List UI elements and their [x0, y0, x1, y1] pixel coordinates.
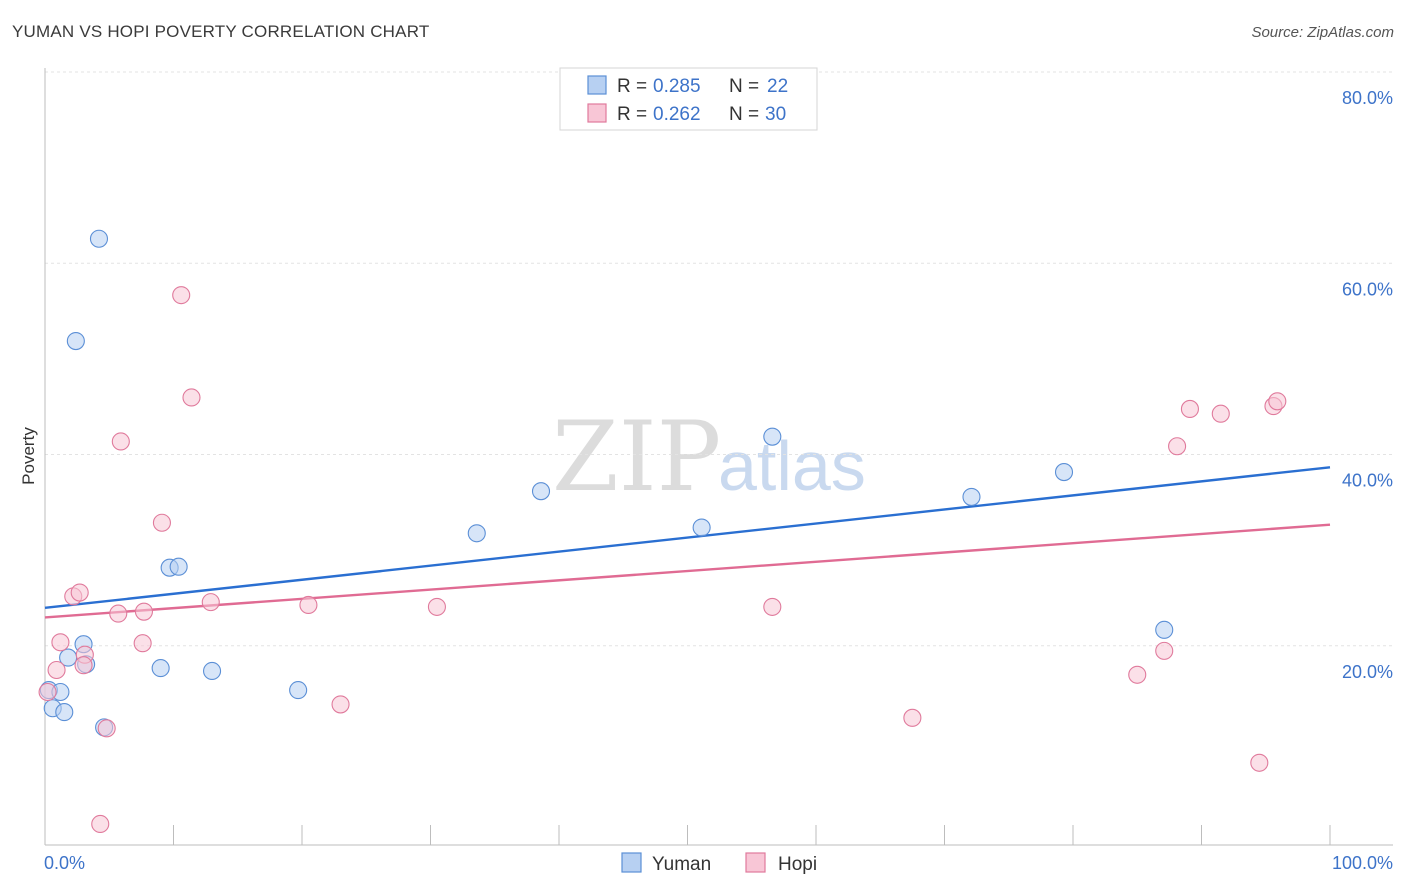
point-yuman — [289, 681, 308, 700]
point-hopi — [1128, 665, 1147, 684]
point-yuman — [169, 557, 188, 576]
point-hopi — [91, 814, 110, 834]
y-axis-label: Poverty — [19, 427, 38, 485]
point-hopi — [1180, 399, 1199, 419]
y-tick-label-80: 80.0% — [1342, 88, 1393, 108]
y-tick-label-20: 20.0% — [1342, 662, 1393, 682]
point-hopi — [133, 634, 152, 653]
point-hopi — [172, 286, 191, 305]
point-yuman — [55, 703, 74, 722]
point-yuman — [151, 659, 170, 678]
legend-swatch-hopi — [587, 103, 607, 123]
legend-r-label-yuman: R = — [617, 76, 647, 97]
point-hopi — [1250, 753, 1269, 772]
y-tick-labels: 20.0% 40.0% 60.0% 80.0% — [1342, 88, 1393, 682]
point-hopi — [111, 432, 130, 451]
chart-title: YUMAN VS HOPI POVERTY CORRELATION CHART — [12, 22, 430, 41]
point-hopi — [1211, 404, 1230, 423]
legend-n-value-hopi: 30 — [765, 104, 786, 125]
point-hopi — [70, 583, 89, 602]
y-tick-label-40: 40.0% — [1342, 471, 1393, 491]
legend-box: R = 0.285 N = 22 R = 0.262 N = 30 — [559, 67, 818, 131]
legend-swatch-yuman — [587, 75, 607, 95]
watermark-zip: ZIP — [552, 401, 721, 513]
bottom-legend-label-hopi: Hopi — [778, 854, 817, 875]
point-hopi — [182, 388, 201, 407]
trend-lines — [44, 466, 1331, 619]
bottom-legend: Yuman Hopi — [621, 852, 817, 875]
point-yuman — [203, 661, 222, 681]
legend-r-value-yuman: 0.285 — [653, 76, 701, 97]
point-yuman — [66, 332, 85, 351]
point-hopi — [427, 597, 446, 616]
point-yuman — [962, 487, 981, 506]
gridlines — [45, 71, 1393, 647]
watermark-atlas: atlas — [718, 427, 866, 505]
point-hopi — [97, 719, 116, 738]
point-hopi — [1168, 437, 1187, 456]
x-tick-min: 0.0% — [44, 853, 85, 873]
legend-r-value-hopi: 0.262 — [653, 104, 701, 125]
bottom-legend-label-yuman: Yuman — [652, 854, 711, 875]
bottom-legend-swatch-yuman — [621, 852, 642, 873]
point-yuman — [467, 524, 486, 543]
point-hopi — [51, 633, 70, 652]
source-label: Source: ZipAtlas.com — [1251, 24, 1394, 41]
x-tick-max: 100.0% — [1332, 853, 1393, 873]
axes — [44, 68, 1393, 846]
legend-n-value-yuman: 22 — [767, 76, 788, 97]
legend-r-label-hopi: R = — [617, 104, 647, 125]
point-hopi — [47, 660, 66, 680]
scatter-points — [38, 229, 1287, 834]
point-yuman — [1054, 463, 1074, 482]
bottom-legend-swatch-hopi — [745, 852, 766, 873]
point-hopi — [38, 682, 57, 702]
point-hopi — [331, 695, 350, 714]
point-hopi — [109, 604, 128, 623]
point-hopi — [201, 593, 220, 612]
legend-n-label-yuman: N = — [729, 76, 759, 97]
point-yuman — [763, 427, 782, 446]
y-tick-label-60: 60.0% — [1342, 279, 1393, 299]
point-yuman — [1155, 620, 1174, 639]
trend-line-yuman — [44, 466, 1331, 610]
trend-line-hopi — [44, 523, 1331, 619]
point-yuman — [531, 482, 551, 501]
point-hopi — [903, 708, 922, 727]
point-yuman — [692, 518, 711, 537]
point-hopi — [1155, 641, 1174, 660]
point-hopi — [1268, 392, 1287, 411]
point-hopi — [74, 656, 93, 675]
point-hopi — [763, 597, 782, 616]
point-yuman — [89, 229, 109, 248]
point-hopi — [134, 602, 153, 621]
legend-n-label-hopi: N = — [729, 104, 759, 125]
point-hopi — [152, 513, 171, 532]
point-hopi — [299, 595, 318, 615]
